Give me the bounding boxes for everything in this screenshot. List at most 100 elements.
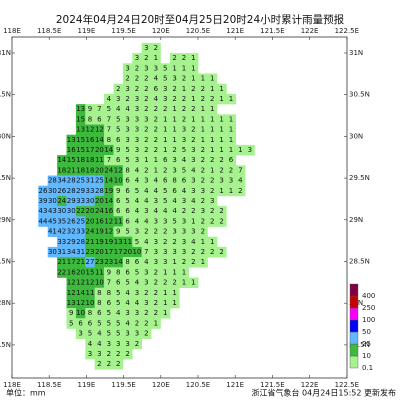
rain-value: 4 xyxy=(125,105,130,113)
rain-cell xyxy=(113,236,124,248)
x-tick-label: 119.5E xyxy=(111,27,135,35)
rain-cell xyxy=(85,114,95,125)
rain-value: 21 xyxy=(67,166,76,174)
rain-cell xyxy=(113,287,124,299)
rain-cell xyxy=(94,175,105,186)
rain-value: 13 xyxy=(114,238,123,246)
rain-value: 28 xyxy=(67,177,76,185)
rain-cell xyxy=(113,144,124,156)
rain-cell xyxy=(160,257,171,268)
rain-cell xyxy=(85,175,95,186)
rain-cell xyxy=(160,277,171,288)
rain-cell xyxy=(226,144,236,156)
rain-cell xyxy=(169,53,180,64)
rain-cell xyxy=(57,236,67,248)
rain-cell xyxy=(66,277,77,288)
rain-cell xyxy=(122,73,133,84)
rain-cell xyxy=(85,216,95,227)
rain-cell xyxy=(198,195,208,207)
rain-value: 8 xyxy=(125,166,129,174)
rain-value: 3 xyxy=(182,197,186,205)
rain-cell xyxy=(141,134,152,146)
rain-cell xyxy=(188,165,199,176)
rain-cell xyxy=(104,104,114,115)
rain-value: 1 xyxy=(163,115,167,123)
rain-cell xyxy=(85,277,95,288)
rain-value: 3 xyxy=(116,95,120,103)
rain-cell xyxy=(160,83,171,95)
rain-value: 39 xyxy=(39,197,48,205)
rain-cell xyxy=(207,165,218,176)
rain-cell xyxy=(38,185,48,197)
rain-cell xyxy=(94,257,105,268)
rain-value: 2 xyxy=(219,217,223,225)
rain-value: 4 xyxy=(172,197,177,205)
rain-value: 4 xyxy=(191,166,196,174)
rain-cell xyxy=(198,124,208,135)
rain-value: 6 xyxy=(97,309,102,317)
rain-value: 2 xyxy=(135,75,139,83)
rain-cell xyxy=(151,195,161,207)
rain-cell xyxy=(207,195,218,207)
rain-cell xyxy=(113,165,124,176)
rain-value: 1 xyxy=(163,136,167,144)
rain-value: 10 xyxy=(133,248,142,256)
rain-value: 3 xyxy=(219,177,223,185)
rain-cell xyxy=(75,165,86,176)
rain-value: 18 xyxy=(86,166,95,174)
rain-cell xyxy=(179,267,189,278)
rain-value: 1 xyxy=(229,95,233,103)
rain-value: 9 xyxy=(116,146,120,154)
legend-swatch xyxy=(349,319,359,333)
rain-value: 5 xyxy=(182,166,186,174)
rain-cell xyxy=(141,277,152,288)
rain-cell xyxy=(94,287,105,299)
legend-swatch xyxy=(349,295,359,309)
rain-cell xyxy=(179,73,189,84)
x-tick-label: 119E xyxy=(78,381,96,389)
rain-cell xyxy=(85,124,95,135)
rain-value: 1 xyxy=(201,105,205,113)
rain-value: 3 xyxy=(182,136,186,144)
rain-cell xyxy=(94,124,105,135)
rain-cell xyxy=(160,267,171,278)
rain-cell xyxy=(141,318,152,329)
rain-value: 3 xyxy=(144,268,148,276)
rain-cell xyxy=(75,267,86,278)
rain-cell xyxy=(104,236,114,248)
rain-value: 2 xyxy=(125,95,129,103)
rain-cell xyxy=(160,246,171,258)
rain-value: 5 xyxy=(163,75,167,83)
rain-cell xyxy=(94,246,105,258)
rain-value: 2 xyxy=(116,350,120,358)
rain-cell xyxy=(122,257,133,268)
rain-value: 6 xyxy=(116,156,121,164)
rain-cell xyxy=(75,216,86,227)
rain-cell xyxy=(113,348,124,360)
rain-value: 3 xyxy=(248,146,252,154)
rain-value: 12 xyxy=(104,217,113,225)
rain-cell xyxy=(169,297,180,309)
rain-value: 3 xyxy=(125,126,129,134)
rain-value: 1 xyxy=(163,126,167,134)
rain-cell xyxy=(226,124,236,135)
rain-value: 11 xyxy=(95,156,104,164)
rain-cell xyxy=(179,124,189,135)
rain-value: 11 xyxy=(95,268,104,276)
rain-value: 3 xyxy=(182,217,186,225)
rain-value: 15 xyxy=(86,268,95,276)
rain-value: 2 xyxy=(219,207,223,215)
rain-cell xyxy=(169,195,180,207)
rain-cell xyxy=(104,267,114,278)
y-tick-label: 30.5N xyxy=(349,91,370,99)
rain-cell xyxy=(160,155,171,166)
rain-value: 1 xyxy=(229,115,233,123)
legend-label: 0.1 xyxy=(362,364,373,372)
rain-value: 2 xyxy=(182,115,186,123)
rain-cell xyxy=(85,236,95,248)
rain-value: 14 xyxy=(95,136,104,144)
rain-value: 3 xyxy=(135,136,139,144)
rain-value: 1 xyxy=(172,105,176,113)
rain-cell xyxy=(113,155,124,166)
rain-cell xyxy=(141,195,152,207)
